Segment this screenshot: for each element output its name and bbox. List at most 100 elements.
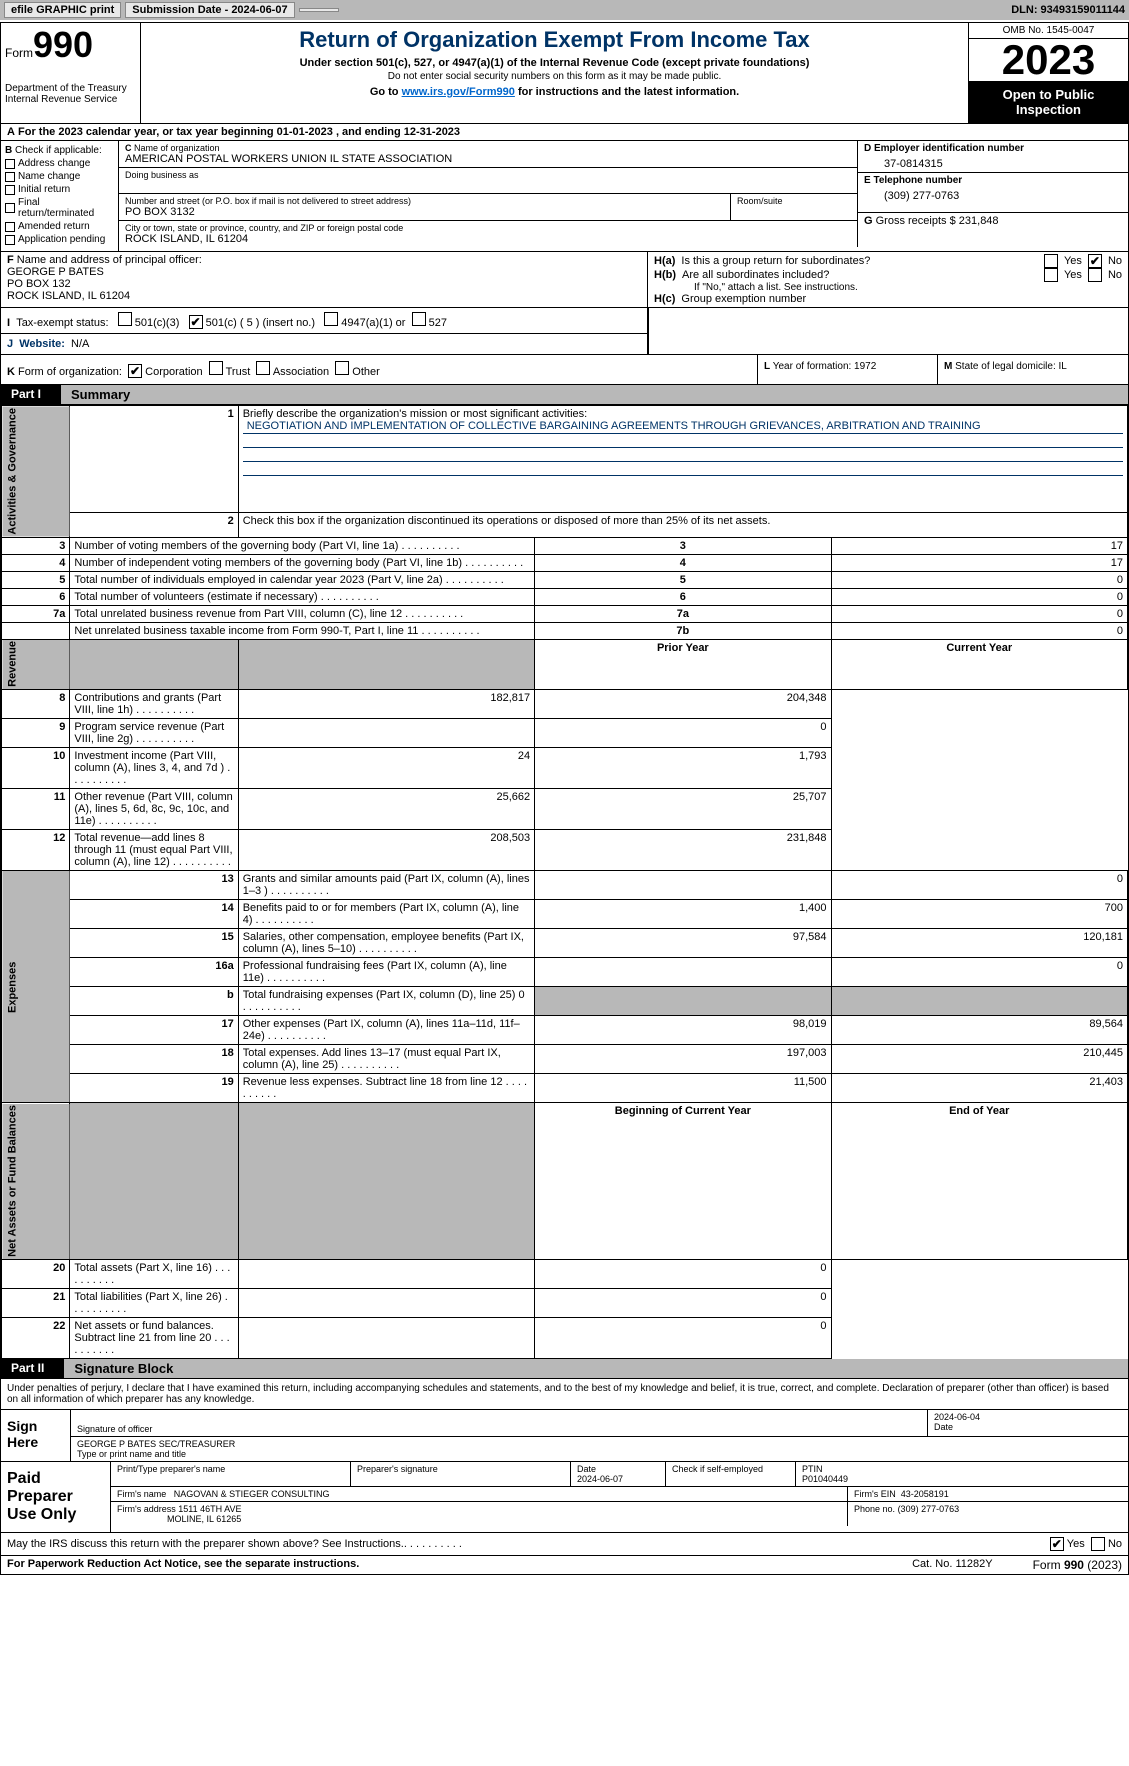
line-val: 0 xyxy=(831,622,1127,639)
prior-val xyxy=(535,871,831,900)
label-m: M xyxy=(944,361,952,372)
gross-label: Gross receipts $ xyxy=(876,215,956,227)
line-box: 5 xyxy=(535,571,831,588)
hb-yes-check[interactable] xyxy=(1044,268,1058,282)
ha-label: H(a) xyxy=(654,255,675,267)
phone-val2: (309) 277-0763 xyxy=(898,1504,960,1514)
line2-cell: Check this box if the organization disco… xyxy=(238,512,1127,537)
checkbox[interactable] xyxy=(5,222,15,232)
corp-check[interactable]: ✔ xyxy=(128,364,142,378)
checkbox[interactable] xyxy=(5,203,15,213)
4947-check[interactable] xyxy=(324,312,338,326)
line-num: 17 xyxy=(70,1016,238,1045)
line-num: 22 xyxy=(2,1318,70,1359)
curr-val: 0 xyxy=(535,719,831,748)
line-num: 10 xyxy=(2,748,70,789)
firm-ein-cell: Firm's EIN 43-2058191 xyxy=(848,1487,1128,1501)
checkbox[interactable] xyxy=(5,235,15,245)
firm-addr1: 1511 46TH AVE xyxy=(178,1504,241,1514)
sign-here-label: Sign Here xyxy=(1,1410,71,1461)
trust-check[interactable] xyxy=(209,361,223,375)
part2-header: Part II Signature Block xyxy=(1,1359,1128,1379)
curr-val: 89,564 xyxy=(831,1016,1127,1045)
label-f: F xyxy=(7,254,14,266)
opt-trust: Trust xyxy=(226,366,251,378)
officer-row: F Name and address of principal officer:… xyxy=(1,252,1128,308)
line-desc: Other revenue (Part VIII, column (A), li… xyxy=(70,789,238,830)
hb-text: Are all subordinates included? xyxy=(682,269,1038,281)
form-page-label: Form 990 (2023) xyxy=(1033,1558,1122,1572)
line-val: 0 xyxy=(831,588,1127,605)
hb-no-check[interactable] xyxy=(1088,268,1102,282)
officer-name-cell: GEORGE P BATES SEC/TREASURER Type or pri… xyxy=(71,1437,1128,1461)
check-label: Final return/terminated xyxy=(18,197,114,219)
checkbox[interactable] xyxy=(5,172,15,182)
blank-btn xyxy=(299,8,339,12)
line-num: 20 xyxy=(2,1260,70,1289)
sig-label: Signature of officer xyxy=(77,1424,152,1434)
line-desc: Total expenses. Add lines 13–17 (must eq… xyxy=(238,1045,534,1074)
other-check[interactable] xyxy=(335,361,349,375)
discuss-row: May the IRS discuss this return with the… xyxy=(1,1533,1128,1556)
hc-text: Group exemption number xyxy=(681,293,806,305)
checkbox[interactable] xyxy=(5,159,15,169)
line-num: 8 xyxy=(2,690,70,719)
ptin-label: PTIN xyxy=(802,1464,823,1474)
irs-link[interactable]: www.irs.gov/Form990 xyxy=(402,86,515,98)
line-num: 11 xyxy=(2,789,70,830)
line-desc: Total number of volunteers (estimate if … xyxy=(70,588,535,605)
part1-header: Part I Summary xyxy=(1,385,1128,405)
side-governance: Activities & Governance xyxy=(2,406,70,538)
street-label: Number and street (or P.O. box if mail i… xyxy=(125,196,724,206)
assoc-check[interactable] xyxy=(256,361,270,375)
footer: For Paperwork Reduction Act Notice, see … xyxy=(1,1556,1128,1574)
discuss-yes-check[interactable]: ✔ xyxy=(1050,1537,1064,1551)
summary-table: Activities & Governance 1 Briefly descri… xyxy=(1,405,1128,1359)
line-num xyxy=(2,622,70,639)
opt-527: 527 xyxy=(429,317,447,329)
checkbox[interactable] xyxy=(5,185,15,195)
line-val: 0 xyxy=(831,571,1127,588)
website-box: J Website: N/A xyxy=(1,334,648,354)
prior-val xyxy=(535,958,831,987)
line-num: 14 xyxy=(70,900,238,929)
side-expenses: Expenses xyxy=(2,871,70,1103)
discuss-no-check[interactable] xyxy=(1091,1537,1105,1551)
ha-yes-check[interactable] xyxy=(1044,254,1058,268)
city-label: City or town, state or province, country… xyxy=(125,223,851,233)
form-word: Form xyxy=(5,46,33,60)
prior-val xyxy=(238,719,534,748)
prior-val: 11,500 xyxy=(535,1074,831,1103)
opt-corp: Corporation xyxy=(145,366,202,378)
rev-blank-desc xyxy=(238,639,534,690)
ha-no-check[interactable]: ✔ xyxy=(1088,254,1102,268)
line-num: 4 xyxy=(2,554,70,571)
prior-val: 182,817 xyxy=(238,690,534,719)
line-num: 6 xyxy=(2,588,70,605)
sig-date-val: 2024-06-04 xyxy=(934,1412,1122,1422)
officer-addr2: ROCK ISLAND, IL 61204 xyxy=(7,290,130,302)
line2-text: Check this box if the organization disco… xyxy=(243,515,771,527)
501c-check[interactable]: ✔ xyxy=(189,315,203,329)
hb-label: H(b) xyxy=(654,269,676,281)
topbar: efile GRAPHIC print Submission Date - 20… xyxy=(0,0,1129,20)
goto-line: Go to www.irs.gov/Form990 for instructio… xyxy=(149,86,960,98)
label-k: K xyxy=(7,366,15,378)
status-label: Tax-exempt status: xyxy=(16,317,108,329)
line-num: 18 xyxy=(70,1045,238,1074)
end-year-hdr: End of Year xyxy=(831,1103,1127,1260)
preparer-name-cell: Print/Type preparer's name xyxy=(111,1462,351,1486)
city-box: City or town, state or province, country… xyxy=(119,221,858,247)
side-net-assets: Net Assets or Fund Balances xyxy=(2,1103,70,1260)
prep-date-cell: Date2024-06-07 xyxy=(571,1462,666,1486)
527-check[interactable] xyxy=(412,312,426,326)
check-label: Name change xyxy=(18,171,80,182)
check-label: Amended return xyxy=(18,221,90,232)
efile-print-button[interactable]: efile GRAPHIC print xyxy=(4,2,121,18)
prior-val: 97,584 xyxy=(535,929,831,958)
501c3-check[interactable] xyxy=(118,312,132,326)
line-num: 13 xyxy=(70,871,238,900)
website-val: N/A xyxy=(71,338,89,350)
sig-date-label: Date xyxy=(934,1422,953,1432)
dba-label: Doing business as xyxy=(125,170,851,180)
